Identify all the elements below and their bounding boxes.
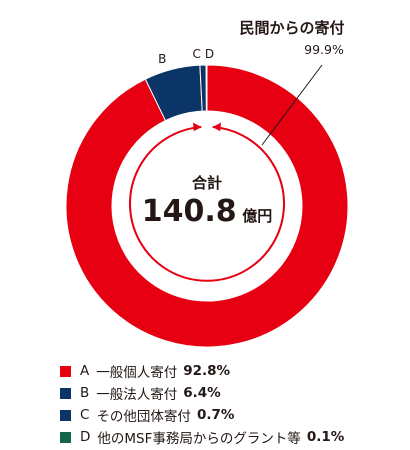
donut-slice-a bbox=[65, 64, 349, 348]
legend-value-b: 6.4% bbox=[183, 385, 221, 401]
arc-arrowhead-right bbox=[212, 122, 221, 132]
private-arc-indicator bbox=[129, 115, 285, 282]
legend-value-a: 92.8% bbox=[183, 363, 231, 379]
donut-chart: ABCD 民間からの寄付 99.9% 合計 140.8 億円 bbox=[65, 19, 349, 348]
callout-value: 99.9% bbox=[304, 42, 344, 57]
callout-label: 民間からの寄付 bbox=[239, 19, 344, 37]
legend-swatch-a bbox=[60, 365, 71, 377]
legend-item-b: B 一般法人寄付 6.4% bbox=[60, 382, 344, 404]
private-arc bbox=[129, 126, 285, 282]
legend-value-d: 0.1% bbox=[306, 429, 345, 445]
private-donation-callout: 民間からの寄付 99.9% bbox=[239, 19, 345, 146]
legend-letter-a: A bbox=[80, 363, 90, 379]
center-total-number: 140.8 bbox=[142, 194, 237, 229]
slice-label-c: C bbox=[193, 47, 201, 61]
slice-labels: ABCD bbox=[158, 47, 214, 66]
legend-letter-c: C bbox=[80, 407, 90, 423]
legend-swatch-d bbox=[60, 431, 71, 443]
callout-leader-line bbox=[261, 64, 323, 146]
slice-label-d: D bbox=[205, 47, 214, 61]
donut-slices bbox=[65, 64, 349, 348]
center-total-label: 合計 bbox=[191, 174, 222, 192]
legend-swatch-c bbox=[60, 409, 71, 421]
legend-letter-b: B bbox=[80, 385, 90, 401]
arc-arrowhead-left bbox=[193, 122, 202, 132]
slice-label-b: B bbox=[158, 52, 166, 66]
legend-name-a: 一般個人寄付 bbox=[96, 365, 178, 381]
legend-name-c: その他団体寄付 bbox=[96, 409, 191, 425]
center-total-value: 140.8 億円 bbox=[142, 194, 273, 229]
legend-swatch-b bbox=[60, 387, 71, 399]
legend-item-d: D 他のMSF事務局からのグラント等 0.1% bbox=[60, 426, 344, 448]
chart-legend: A 一般個人寄付 92.8% B 一般法人寄付 6.4% C その他団体寄付 0… bbox=[60, 360, 344, 448]
legend-name-d: 他のMSF事務局からのグラント等 bbox=[97, 431, 301, 447]
legend-name-b: 一般法人寄付 bbox=[96, 387, 178, 403]
legend-letter-d: D bbox=[80, 429, 91, 445]
legend-value-c: 0.7% bbox=[196, 407, 235, 423]
legend-item-c: C その他団体寄付 0.7% bbox=[60, 404, 344, 426]
legend-item-a: A 一般個人寄付 92.8% bbox=[60, 360, 344, 382]
donut-slice-d bbox=[205, 64, 208, 112]
center-total-unit: 億円 bbox=[242, 207, 272, 225]
